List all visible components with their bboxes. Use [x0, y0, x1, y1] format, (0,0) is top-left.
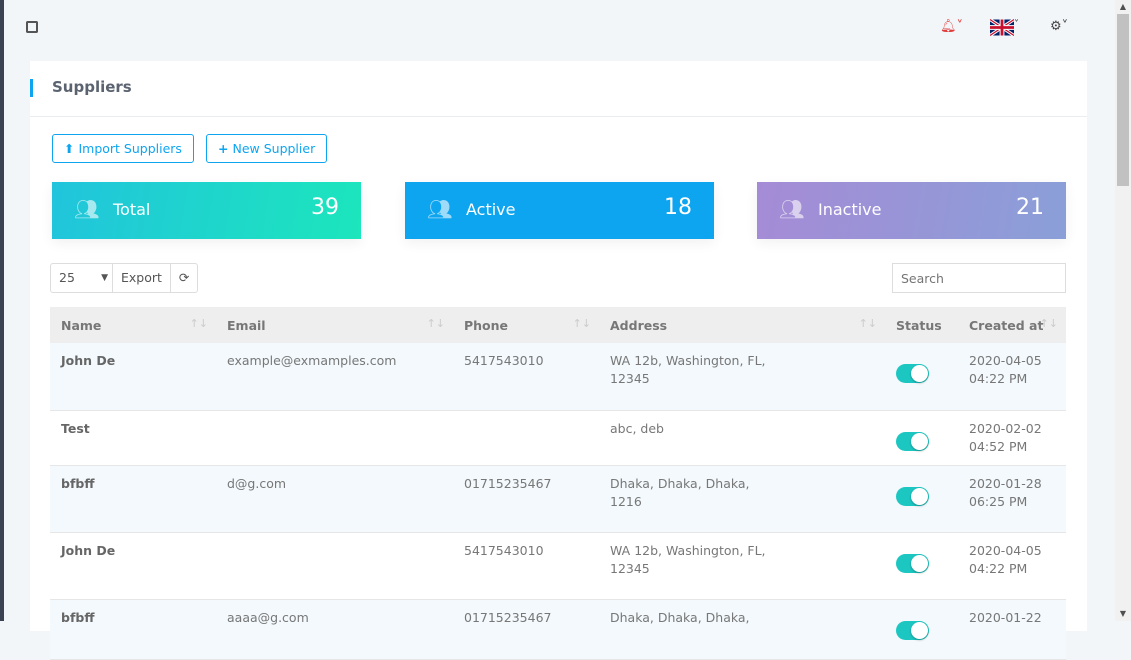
- col-status: Status: [885, 307, 958, 343]
- status-toggle[interactable]: [896, 620, 929, 640]
- supplier-address: WA 12b, Washington, FL, 12345: [599, 532, 885, 600]
- supplier-name: bfbff: [50, 599, 216, 660]
- supplier-name: bfbff: [50, 465, 216, 533]
- users-icon: 👥︎: [779, 197, 805, 221]
- supplier-address: Dhaka, Dhaka, Dhaka, 1216: [599, 465, 885, 533]
- table-row: John De 5417543010 WA 12b, Washington, F…: [50, 532, 1066, 600]
- supplier-name: Test: [50, 410, 216, 466]
- status-toggle[interactable]: [896, 553, 929, 573]
- supplier-email: aaaa@g.com: [216, 599, 453, 660]
- plus-icon: +: [218, 141, 229, 156]
- stat-active: 👥︎ Active 18: [405, 182, 714, 239]
- supplier-created: 2020-01-28 06:25 PM: [958, 465, 1066, 533]
- supplier-status: [885, 532, 958, 600]
- status-toggle[interactable]: [896, 486, 929, 506]
- col-name[interactable]: Name ↑↓: [50, 307, 216, 343]
- new-supplier-button[interactable]: + New Supplier: [206, 134, 328, 163]
- stat-label: Total: [113, 200, 151, 219]
- supplier-created: 2020-01-22: [958, 599, 1066, 660]
- page-title: Suppliers: [52, 78, 132, 96]
- settings-gear-icon[interactable]: ⚙˅: [1050, 19, 1069, 34]
- supplier-status: [885, 599, 958, 660]
- supplier-email: [216, 410, 453, 466]
- stat-value: 21: [1016, 195, 1044, 220]
- stat-value: 39: [311, 195, 339, 220]
- supplier-created: 2020-04-05 04:22 PM: [958, 343, 1066, 411]
- table-row: John De example@exmamples.com 5417543010…: [50, 343, 1066, 411]
- status-toggle[interactable]: [896, 364, 929, 383]
- supplier-name: John De: [50, 532, 216, 600]
- export-button[interactable]: Export: [113, 264, 171, 292]
- stat-value: 18: [664, 195, 692, 220]
- stat-label: Inactive: [818, 200, 882, 219]
- stat-label: Active: [466, 200, 516, 219]
- supplier-phone: 01715235467: [453, 599, 599, 660]
- supplier-status: [885, 410, 958, 466]
- supplier-address: Dhaka, Dhaka, Dhaka,: [599, 599, 885, 660]
- scrollbar[interactable]: ▲ ▼: [1115, 0, 1131, 621]
- new-label: New Supplier: [232, 141, 316, 156]
- supplier-name: John De: [50, 343, 216, 411]
- stat-total: 👥︎ Total 39: [52, 182, 361, 239]
- upload-icon: ⬆: [64, 141, 75, 156]
- top-bar: 🔔︎˅ ˅ ⚙˅: [4, 0, 1115, 58]
- status-toggle[interactable]: [896, 431, 929, 451]
- supplier-email: d@g.com: [216, 465, 453, 533]
- table-row: bfbff aaaa@g.com 01715235467 Dhaka, Dhak…: [50, 599, 1066, 660]
- supplier-phone: 5417543010: [453, 532, 599, 600]
- col-email[interactable]: Email ↑↓: [216, 307, 453, 343]
- stat-inactive: 👥︎ Inactive 21: [757, 182, 1066, 239]
- table-toolbar: 25 ▼ Export ⟳: [50, 263, 199, 293]
- supplier-email: example@exmamples.com: [216, 343, 453, 411]
- table-row: Test abc, deb 2020-02-02 04:52 PM: [50, 410, 1066, 466]
- suppliers-table: Name ↑↓ Email ↑↓ Phone ↑↓ Address ↑↓ Status …: [50, 307, 1066, 660]
- table-row: bfbff d@g.com 01715235467 Dhaka, Dhaka, …: [50, 465, 1066, 533]
- title-accent: [30, 79, 33, 97]
- import-suppliers-button[interactable]: ⬆ Import Suppliers: [52, 134, 194, 163]
- sidebar-edge: [0, 0, 4, 621]
- suppliers-card: Suppliers ⬆ Import Suppliers + New Suppl…: [30, 61, 1087, 660]
- users-icon: 👥︎: [427, 197, 453, 221]
- col-created[interactable]: Created at ↑↓: [958, 307, 1066, 343]
- users-icon: 👥︎: [74, 197, 100, 221]
- supplier-phone: 5417543010: [453, 343, 599, 411]
- supplier-phone: 01715235467: [453, 465, 599, 533]
- notification-bell-icon[interactable]: 🔔︎˅: [940, 19, 964, 34]
- supplier-status: [885, 465, 958, 533]
- import-label: Import Suppliers: [78, 141, 182, 156]
- supplier-email: [216, 532, 453, 600]
- supplier-created: 2020-04-05 04:22 PM: [958, 532, 1066, 600]
- language-flag-icon[interactable]: ˅: [989, 18, 1019, 40]
- col-address[interactable]: Address ↑↓: [599, 307, 885, 343]
- page-size-select[interactable]: 25 ▼: [51, 264, 113, 292]
- fullscreen-icon[interactable]: [26, 21, 38, 33]
- supplier-status: [885, 343, 958, 411]
- supplier-address: abc, deb: [599, 410, 885, 466]
- supplier-created: 2020-02-02 04:52 PM: [958, 410, 1066, 466]
- supplier-phone: [453, 410, 599, 466]
- refresh-icon[interactable]: ⟳: [178, 270, 190, 285]
- search-input[interactable]: [892, 263, 1066, 293]
- col-phone[interactable]: Phone ↑↓: [453, 307, 599, 343]
- supplier-address: WA 12b, Washington, FL, 12345: [599, 343, 885, 411]
